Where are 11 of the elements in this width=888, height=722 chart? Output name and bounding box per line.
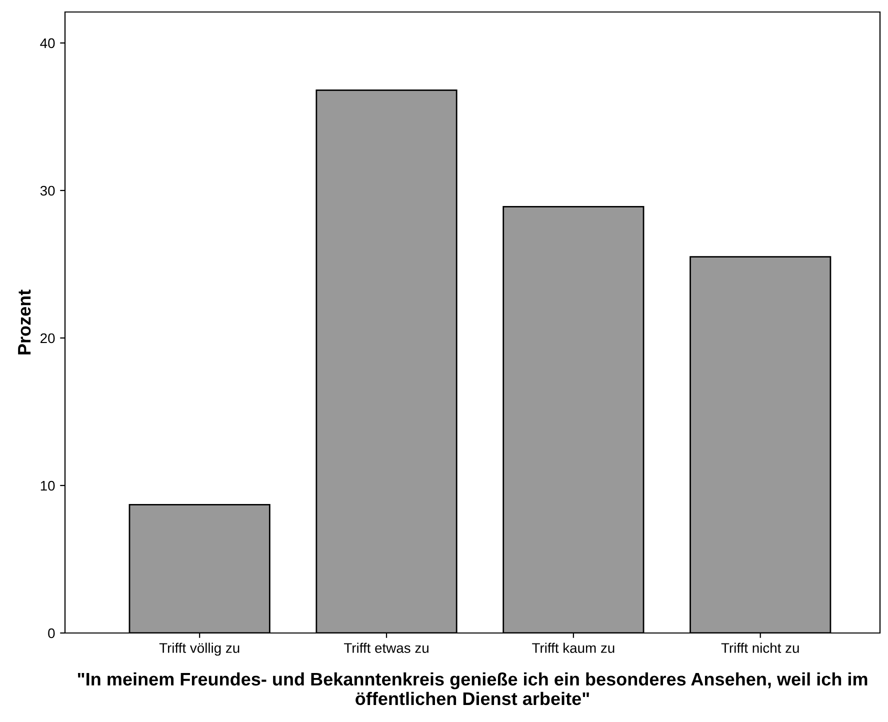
x-axis-title: "In meinem Freundes- und Bekanntenkreis genieße ich ein besonderes Ansehen, weil ich im öffentlichen Dienst arbeite" <box>78 672 868 706</box>
x-tick-label: Trifft etwas zu <box>344 642 428 653</box>
y-tick-label: 40 <box>40 38 55 48</box>
x-tick-label: Trifft nicht zu <box>721 642 799 653</box>
x-tick-label: Trifft kaum zu <box>532 642 614 653</box>
x-tick-label: Trifft völlig zu <box>159 642 240 656</box>
y-tick-label: 30 <box>40 186 55 196</box>
y-tick-label: 20 <box>40 333 55 344</box>
y-tick-label: 0 <box>48 628 55 638</box>
y-tick-label: 10 <box>40 480 55 491</box>
y-axis-title: Prozent <box>18 290 31 354</box>
